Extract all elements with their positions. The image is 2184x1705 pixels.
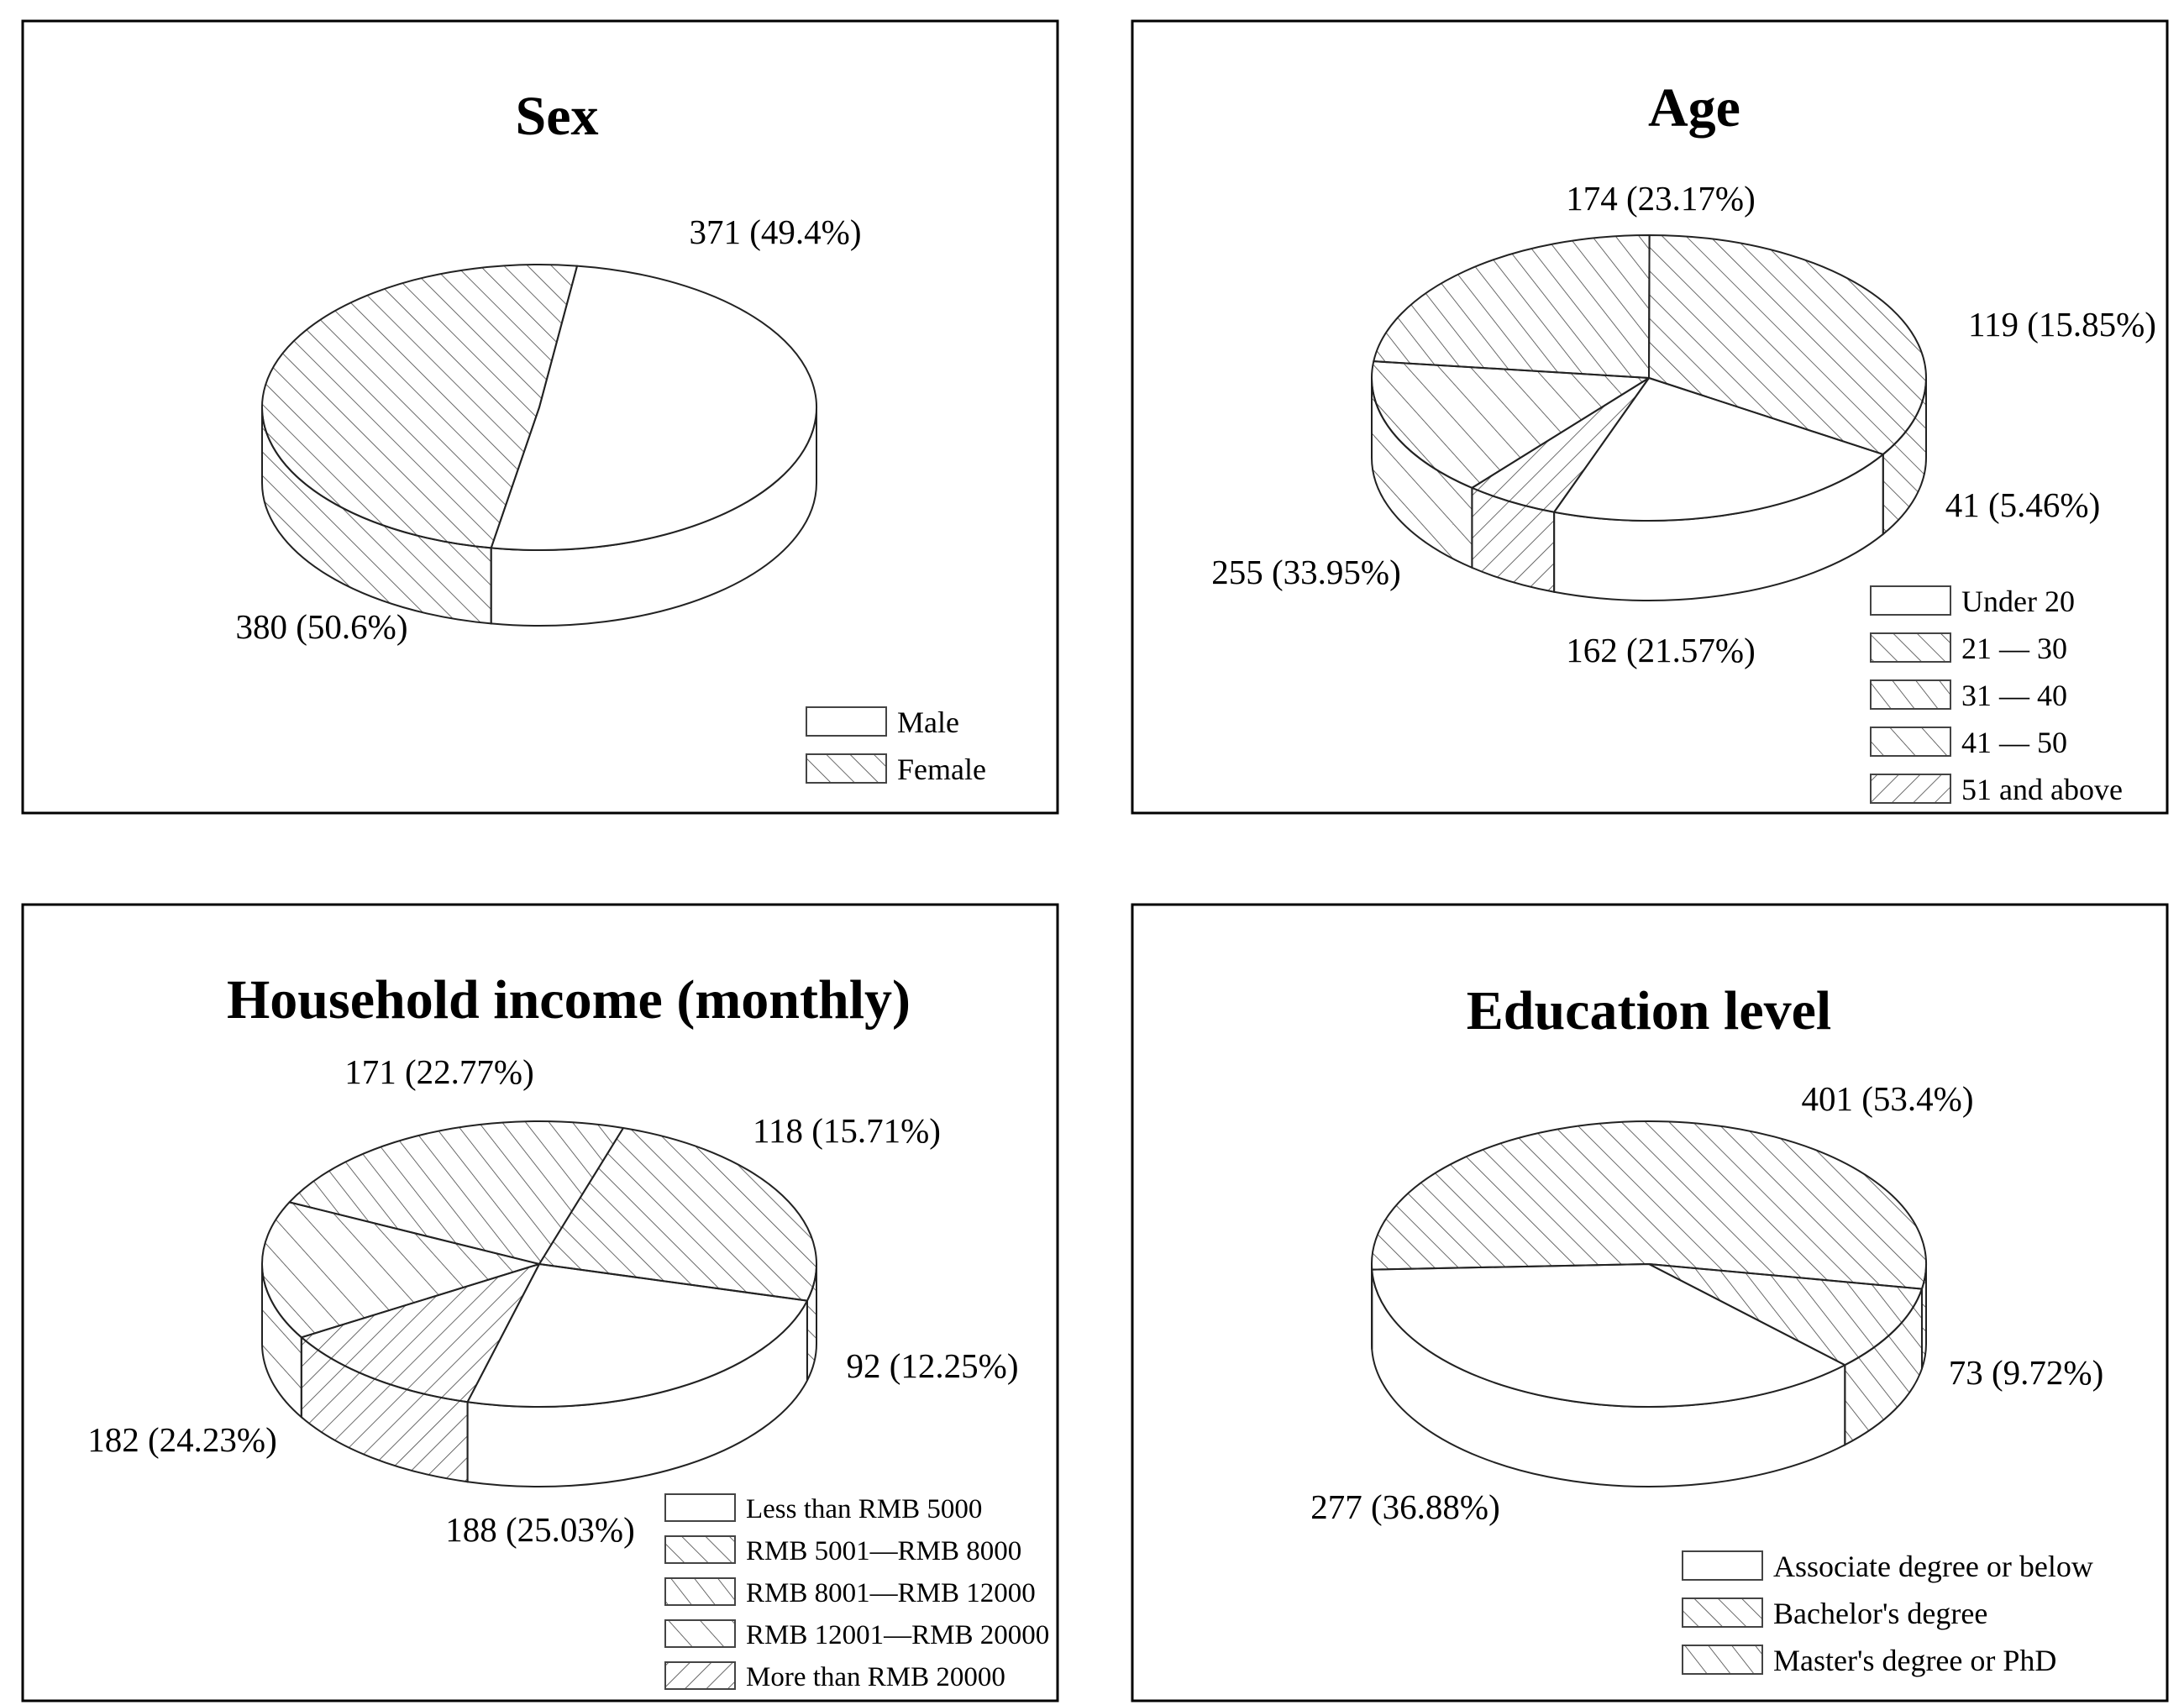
legend-swatch-8001-12000 [664, 1577, 736, 1606]
panel-household-income: Household income (monthly) 188 (25.03%) … [21, 903, 1059, 1702]
data-label-bachelor: 401 (53.4%) [1802, 1079, 1974, 1118]
pie-top-slices [261, 1120, 817, 1408]
pie-slice-female [261, 264, 579, 549]
chart-title: Age [1648, 77, 1740, 139]
data-label-less-5000: 188 (25.03%) [445, 1510, 634, 1549]
panel-frame [21, 903, 1059, 1702]
legend-label-less-5000: Less than RMB 5000 [746, 1494, 982, 1524]
pie-education-level [1371, 1120, 1927, 1487]
legend-swatch-41-50 [1870, 727, 1951, 757]
legend-swatch-less-5000 [664, 1493, 736, 1522]
pie-slice-rmb-12001-rmb-20000 [261, 1201, 540, 1339]
pie-slice-rmb-5001-rmb-8000 [538, 1126, 817, 1302]
legend-label-associate: Associate degree or below [1773, 1550, 2093, 1583]
legend-swatch-master-phd [1682, 1645, 1763, 1675]
panel-age: Age 162 (21.57%) 255 (33.95%) 174 (23.17… [1131, 19, 2169, 815]
legend-swatch-51-above [1870, 774, 1951, 804]
legend-swatch-bachelor [1682, 1597, 1763, 1628]
pie-slice-under-20 [1553, 377, 1884, 522]
legend-swatch-more-20000 [664, 1661, 736, 1690]
panel-education-level: Education level 277 (36.88%) 401 (53.4%)… [1131, 903, 2169, 1702]
pie-slice-associate-degree-or-below [1371, 1263, 1846, 1408]
pie-slice-41-50 [1371, 360, 1650, 489]
legend-label-male: Male [897, 706, 959, 739]
legend-swatch-under-20 [1870, 585, 1951, 616]
legend-swatch-21-30 [1870, 632, 1951, 663]
legend-label-5001-8000: RMB 5001—RMB 8000 [746, 1536, 1021, 1566]
legend: Male Female [806, 706, 986, 786]
legend-label-more-20000: More than RMB 20000 [746, 1662, 1005, 1692]
legend-swatch-31-40 [1870, 679, 1951, 710]
legend-label-8001-12000: RMB 8001—RMB 12000 [746, 1578, 1036, 1608]
data-label-21-30: 255 (33.95%) [1211, 553, 1400, 591]
legend-swatch-male [806, 706, 887, 737]
data-label-master-phd: 73 (9.72%) [1949, 1353, 2103, 1392]
legend-label-female: Female [897, 753, 986, 786]
legend-label-31-40: 31 — 40 [1961, 679, 2067, 712]
pie-slice-master-s-degree-or-phd [1648, 1263, 1923, 1367]
data-label-5001-8000: 182 (24.23%) [87, 1420, 276, 1459]
legend-label-12001-20000: RMB 12001—RMB 20000 [746, 1620, 1049, 1650]
legend-label-bachelor: Bachelor's degree [1773, 1597, 1987, 1630]
data-label-8001-12000: 171 (22.77%) [344, 1052, 533, 1091]
pie-sex [261, 264, 817, 627]
data-label-41-50: 119 (15.85%) [1968, 305, 2156, 344]
data-label-female: 371 (49.4%) [690, 212, 862, 251]
panel-frame [1131, 903, 2169, 1702]
data-label-31-40: 174 (23.17%) [1566, 179, 1755, 218]
data-label-associate: 277 (36.88%) [1310, 1487, 1499, 1526]
pie-age [1371, 233, 1927, 601]
pie-slice-bachelor-s-degree [1371, 1120, 1927, 1290]
legend-label-master-phd: Master's degree or PhD [1773, 1644, 2056, 1677]
legend-label-21-30: 21 — 30 [1961, 632, 2067, 665]
pie-top-slices [261, 264, 817, 551]
legend-swatch-12001-20000 [664, 1619, 736, 1648]
data-label-under-20: 162 (21.57%) [1566, 631, 1755, 669]
legend-label-51-above: 51 and above [1961, 773, 2123, 806]
legend-label-41-50: 41 — 50 [1961, 726, 2067, 759]
legend-label-under-20: Under 20 [1961, 585, 2075, 618]
pie-top-slices [1371, 1120, 1927, 1408]
pie-household-income [261, 1120, 817, 1487]
legend: Under 20 21 — 30 31 — 40 41 — 50 51 and … [1870, 585, 2123, 806]
pie-slice-31-40 [1373, 233, 1651, 379]
chart-title: Sex [516, 86, 599, 147]
data-label-more-20000: 92 (12.25%) [847, 1346, 1019, 1385]
legend: Less than RMB 5000 RMB 5001—RMB 8000 RMB… [664, 1493, 1049, 1692]
legend-swatch-5001-8000 [664, 1535, 736, 1564]
data-label-51-above: 41 (5.46%) [1945, 485, 2100, 524]
panel-frame [21, 19, 1059, 815]
pie-slice-male [490, 265, 817, 551]
chart-title: Household income (monthly) [227, 969, 911, 1031]
legend: Associate degree or below Bachelor's deg… [1682, 1550, 2093, 1677]
pie-slice-51-and-above [1471, 377, 1650, 513]
pie-slice-rmb-8001-rmb-12000 [288, 1120, 624, 1265]
legend-swatch-associate [1682, 1550, 1763, 1581]
panel-frame [1131, 19, 2169, 815]
pie-slice-more-than-rmb-20000 [300, 1263, 540, 1403]
pie-slice-21-30 [1648, 234, 1927, 455]
legend-swatch-female [806, 753, 887, 784]
pie-slice-less-than-rmb-5000 [466, 1263, 808, 1408]
chart-title: Education level [1467, 980, 1832, 1041]
data-label-male: 380 (50.6%) [236, 607, 408, 646]
pie-top-slices [1371, 233, 1927, 522]
panel-sex: Sex 380 (50.6%) 371 (49.4%) Male Female [21, 19, 1059, 815]
data-label-12001-20000: 118 (15.71%) [753, 1111, 941, 1150]
